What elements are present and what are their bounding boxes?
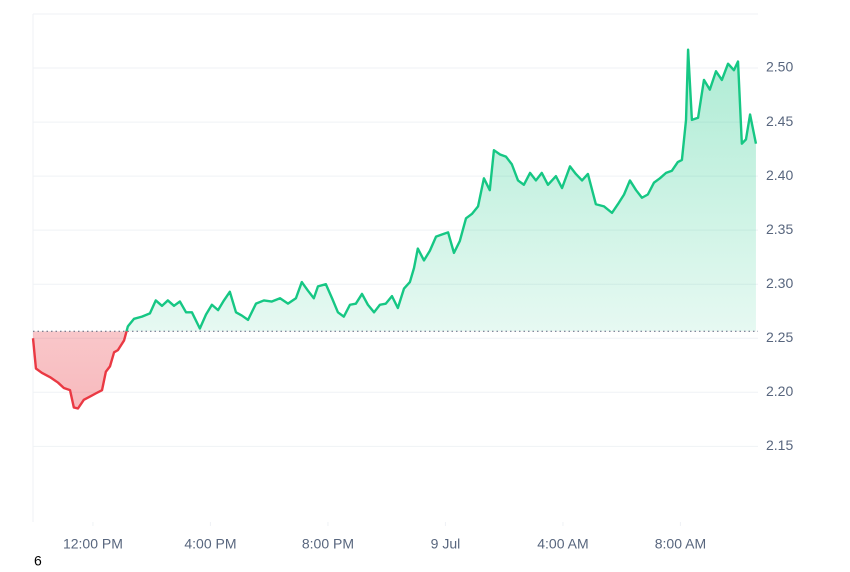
y-tick-label: 2.15 — [766, 437, 793, 453]
area-up — [126, 49, 756, 332]
x-tick-label: 9 Jul — [431, 536, 461, 552]
x-tick-label: 12:00 PM — [63, 536, 123, 552]
y-tick-label: 2.20 — [766, 383, 793, 399]
price-line-up — [125, 48, 758, 332]
x-tick-label: 8:00 AM — [655, 536, 706, 552]
footnote: 6 — [34, 553, 42, 567]
x-tick-label: 4:00 AM — [537, 536, 588, 552]
y-tick-label: 2.45 — [766, 113, 793, 129]
y-tick-label: 2.40 — [766, 167, 793, 183]
y-tick-label: 2.30 — [766, 275, 793, 291]
x-tick-label: 4:00 PM — [184, 536, 236, 552]
y-tick-label: 2.35 — [766, 221, 793, 237]
y-tick-label: 2.50 — [766, 59, 793, 75]
area-down — [33, 331, 756, 409]
x-tick-label: 8:00 PM — [302, 536, 354, 552]
y-tick-label: 2.25 — [766, 329, 793, 345]
